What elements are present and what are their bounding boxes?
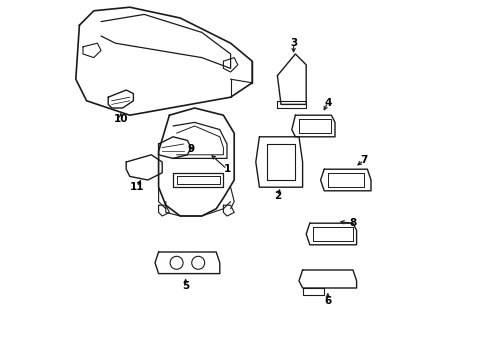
Text: 5: 5 xyxy=(182,281,189,291)
Text: 4: 4 xyxy=(324,98,332,108)
Text: 3: 3 xyxy=(290,38,297,48)
Text: 2: 2 xyxy=(274,191,281,201)
Text: 1: 1 xyxy=(223,164,231,174)
Text: 6: 6 xyxy=(324,296,331,306)
Text: 8: 8 xyxy=(349,218,357,228)
Text: 9: 9 xyxy=(188,144,195,154)
Text: 10: 10 xyxy=(114,114,128,124)
Text: 11: 11 xyxy=(130,182,144,192)
Text: 7: 7 xyxy=(360,155,368,165)
